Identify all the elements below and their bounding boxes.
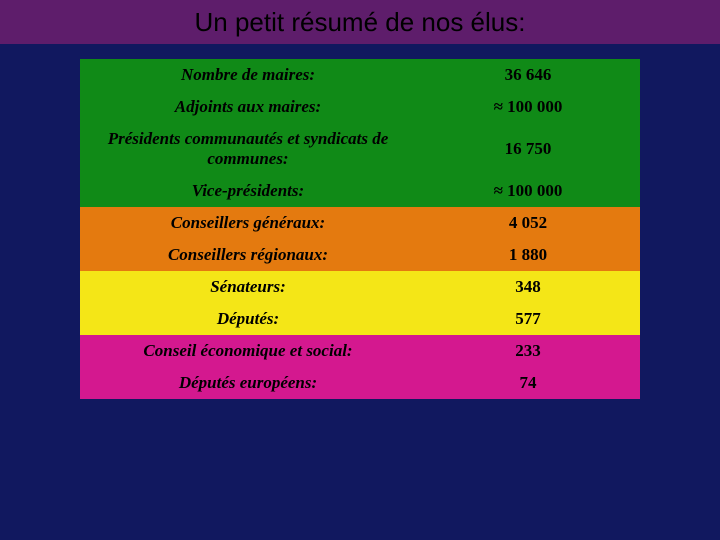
row-value: 4 052 (416, 207, 640, 239)
row-label: Adjoints aux maires: (80, 91, 416, 123)
table-row: Conseil économique et social:233 (80, 335, 640, 367)
row-label: Députés: (80, 303, 416, 335)
row-label: Conseil économique et social: (80, 335, 416, 367)
elus-table-container: Nombre de maires:36 646Adjoints aux mair… (80, 59, 640, 399)
table-row: Conseillers généraux:4 052 (80, 207, 640, 239)
table-row: Conseillers régionaux:1 880 (80, 239, 640, 271)
table-row: Nombre de maires:36 646 (80, 59, 640, 91)
table-row: Députés européens:74 (80, 367, 640, 399)
elus-table-body: Nombre de maires:36 646Adjoints aux mair… (80, 59, 640, 399)
row-label: Conseillers régionaux: (80, 239, 416, 271)
row-label: Nombre de maires: (80, 59, 416, 91)
row-value: 74 (416, 367, 640, 399)
row-value: 1 880 (416, 239, 640, 271)
row-value: 233 (416, 335, 640, 367)
row-value: 577 (416, 303, 640, 335)
table-row: Présidents communautés et syndicats de c… (80, 123, 640, 175)
table-row: Députés:577 (80, 303, 640, 335)
table-row: Vice-présidents:≈ 100 000 (80, 175, 640, 207)
row-value: 36 646 (416, 59, 640, 91)
row-value: ≈ 100 000 (416, 91, 640, 123)
row-value: 16 750 (416, 123, 640, 175)
table-row: Sénateurs:348 (80, 271, 640, 303)
row-value: 348 (416, 271, 640, 303)
row-label: Conseillers généraux: (80, 207, 416, 239)
row-value: ≈ 100 000 (416, 175, 640, 207)
title-bar: Un petit résumé de nos élus: (0, 0, 720, 44)
row-label: Présidents communautés et syndicats de c… (80, 123, 416, 175)
elus-table: Nombre de maires:36 646Adjoints aux mair… (80, 59, 640, 399)
table-row: Adjoints aux maires:≈ 100 000 (80, 91, 640, 123)
row-label: Sénateurs: (80, 271, 416, 303)
row-label: Vice-présidents: (80, 175, 416, 207)
row-label: Députés européens: (80, 367, 416, 399)
page-title: Un petit résumé de nos élus: (195, 7, 526, 38)
